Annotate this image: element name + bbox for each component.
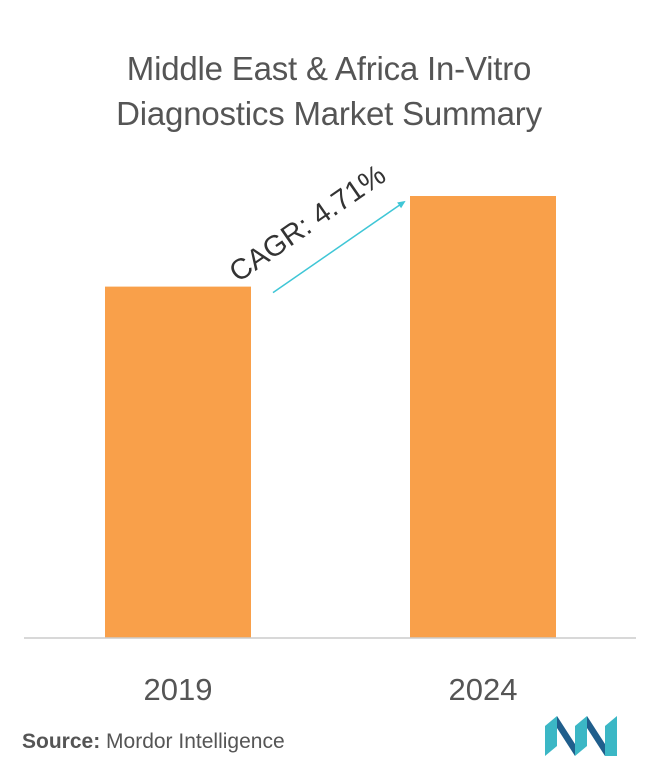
source-note: Source: Mordor Intelligence — [22, 730, 285, 754]
source-text: Mordor Intelligence — [106, 730, 285, 753]
chart-title-line1: Middle East & Africa In-Vitro — [126, 50, 532, 87]
chart-title: Middle East & Africa In-Vitro Diagnostic… — [0, 46, 658, 136]
chart-title-line2: Diagnostics Market Summary — [116, 95, 542, 132]
tick-label-2024: 2024 — [449, 672, 518, 707]
source-label: Source: — [22, 730, 101, 753]
cagr-arrow — [272, 200, 406, 294]
tick-label-2019: 2019 — [144, 672, 213, 707]
bar-2019 — [105, 286, 251, 638]
bar-2024 — [410, 196, 556, 638]
mordor-intelligence-logo-icon — [545, 716, 617, 756]
